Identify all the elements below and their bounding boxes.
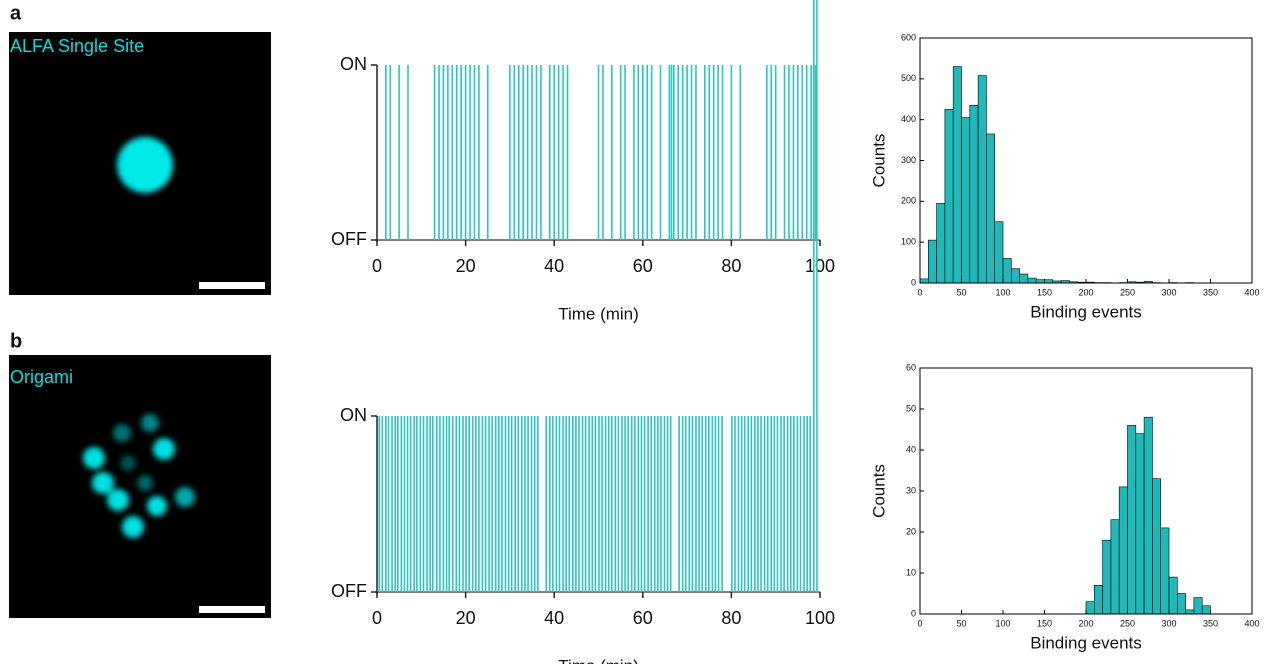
- x-tick-label: 0: [372, 608, 382, 628]
- x-tick-label: 60: [633, 256, 653, 276]
- bar: [969, 105, 979, 284]
- bar: [1177, 593, 1186, 615]
- y-tick-label: OFF: [331, 581, 367, 601]
- bar: [1201, 605, 1211, 615]
- y-tick-label: 50: [906, 403, 916, 413]
- x-tick-label: 20: [456, 608, 476, 628]
- x-tick-label: 50: [956, 287, 966, 297]
- bar: [977, 75, 987, 284]
- bar: [1019, 273, 1029, 284]
- bar: [994, 221, 1004, 284]
- bar: [1085, 601, 1095, 615]
- x-tick-label: 0: [372, 256, 382, 276]
- x-tick-label: 250: [1120, 618, 1135, 628]
- bar: [1118, 486, 1128, 615]
- bar: [1160, 527, 1170, 615]
- bar: [927, 239, 937, 284]
- bar: [919, 278, 929, 284]
- x-tick-label: 200: [1078, 618, 1093, 628]
- x-tick-label: 350: [1203, 618, 1218, 628]
- bar: [961, 117, 971, 284]
- y-tick-label: 30: [906, 485, 916, 495]
- bar: [1185, 609, 1195, 615]
- bar: [1143, 416, 1153, 615]
- y-tick-label: 20: [906, 526, 916, 536]
- bar: [1152, 478, 1162, 615]
- x-tick-label: 150: [1037, 287, 1052, 297]
- panel-letter: a: [10, 2, 22, 24]
- bar: [1127, 425, 1137, 615]
- y-tick-label: ON: [340, 54, 367, 74]
- bar: [1010, 268, 1020, 284]
- bar: [1110, 519, 1120, 615]
- x-tick-label: 100: [805, 256, 835, 276]
- bar: [936, 203, 946, 284]
- micrograph: [9, 355, 271, 618]
- x-tick-label: 20: [456, 256, 476, 276]
- x-tick-label: 400: [1244, 287, 1259, 297]
- x-axis-title: Time (min): [558, 304, 639, 323]
- x-tick-label: 100: [805, 608, 835, 628]
- x-tick-label: 50: [956, 618, 966, 628]
- bar: [1027, 277, 1037, 284]
- bar: [1102, 539, 1112, 615]
- bar: [1193, 597, 1203, 615]
- bar: [944, 109, 954, 284]
- bar: [1094, 584, 1103, 615]
- frame: [919, 367, 1253, 615]
- y-axis-title: Counts: [869, 134, 888, 188]
- y-tick-label: 40: [906, 444, 916, 454]
- x-axis-title: Binding events: [1030, 633, 1142, 652]
- bar: [1135, 433, 1145, 615]
- x-tick-label: 200: [1078, 287, 1093, 297]
- x-tick-label: 100: [995, 287, 1010, 297]
- bar: [986, 133, 996, 284]
- x-tick-label: 0: [917, 618, 922, 628]
- y-tick-label: 100: [901, 237, 916, 247]
- x-tick-label: 100: [995, 618, 1010, 628]
- image-label: ALFA Single Site: [10, 36, 144, 56]
- micrograph: [9, 32, 271, 295]
- x-tick-label: 0: [917, 287, 922, 297]
- y-tick-label: 600: [901, 32, 916, 42]
- y-axis-title: Counts: [869, 464, 888, 518]
- image-label: Origami: [10, 367, 73, 387]
- panel-letter: b: [10, 330, 22, 352]
- x-tick-label: 300: [1161, 287, 1176, 297]
- y-tick-label: 0: [911, 608, 916, 618]
- x-tick-label: 350: [1203, 287, 1218, 297]
- x-axis-title: Time (min): [558, 656, 639, 664]
- x-axis-title: Binding events: [1030, 302, 1142, 321]
- y-tick-label: 10: [906, 567, 916, 577]
- y-tick-label: 0: [911, 277, 916, 287]
- bar: [952, 66, 962, 284]
- x-tick-label: 400: [1244, 618, 1259, 628]
- y-tick-label: ON: [340, 405, 367, 425]
- x-tick-label: 40: [544, 256, 564, 276]
- x-tick-label: 80: [721, 256, 741, 276]
- y-tick-label: 60: [906, 362, 916, 372]
- x-tick-label: 60: [633, 608, 653, 628]
- x-tick-label: 80: [721, 608, 741, 628]
- y-tick-label: 400: [901, 114, 916, 124]
- x-tick-label: 40: [544, 608, 564, 628]
- y-tick-label: 500: [901, 73, 916, 83]
- bar: [1168, 576, 1178, 615]
- y-tick-label: 200: [901, 196, 916, 206]
- x-tick-label: 250: [1120, 287, 1135, 297]
- x-tick-label: 300: [1161, 618, 1176, 628]
- y-tick-label: 300: [901, 155, 916, 165]
- y-tick-label: OFF: [331, 229, 367, 249]
- x-tick-label: 150: [1037, 618, 1052, 628]
- bar: [1002, 258, 1012, 284]
